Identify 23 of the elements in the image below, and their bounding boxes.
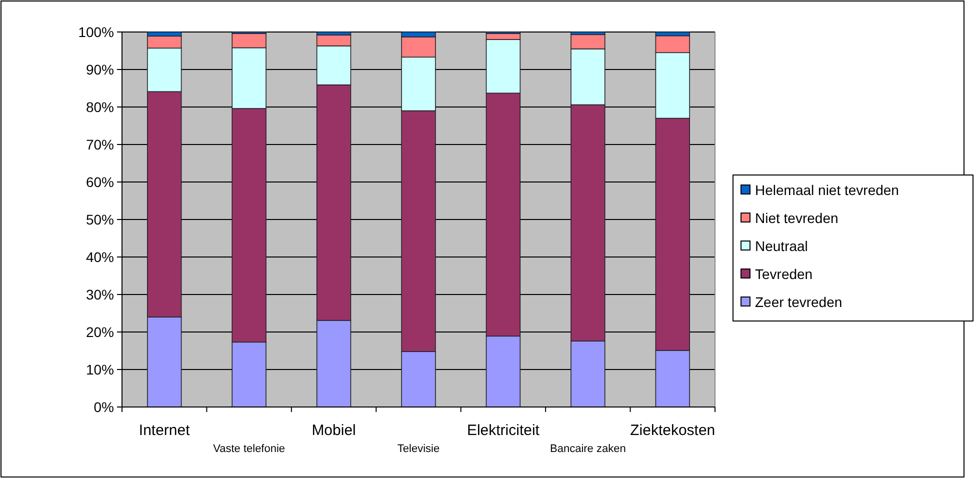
x-tick-label: Mobiel [312, 422, 356, 439]
y-tick-label: 50% [86, 211, 114, 228]
y-tick-label: 40% [86, 248, 114, 265]
y-tick-label: 20% [86, 324, 114, 340]
legend-label: Niet tevreden [755, 210, 838, 226]
legend-label: Helemaal niet tevreden [755, 182, 899, 198]
legend-label: Zeer tevreden [755, 294, 842, 310]
y-tick-label: 60% [86, 174, 114, 190]
y-tick-label: 30% [86, 286, 114, 302]
y-tick-label: 70% [86, 136, 114, 152]
y-tick-label: 80% [86, 98, 114, 115]
y-tick-label: 10% [86, 361, 114, 378]
x-tick-label: Internet [138, 422, 191, 439]
x-tick-label: Bancaire zaken [550, 443, 626, 455]
legend-label: Tevreden [755, 266, 813, 282]
x-tick-label: Vaste telefonie [213, 443, 286, 455]
legend-label: Neutraal [755, 238, 808, 254]
y-tick-label: 0% [94, 398, 114, 415]
x-tick-label: Ziektekosten [630, 422, 716, 439]
x-tick-label: Televisie [397, 443, 440, 455]
y-tick-label: 90% [86, 61, 114, 78]
x-tick-label: Elektriciteit [466, 422, 540, 439]
y-tick-label: 100% [78, 24, 114, 40]
